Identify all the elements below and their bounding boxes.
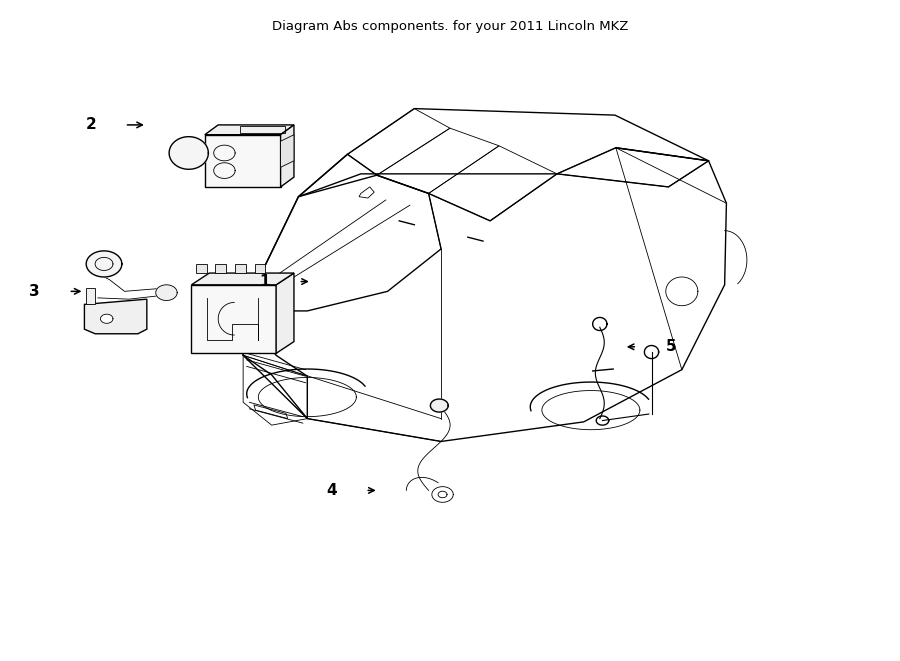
Text: 1: 1 [259, 274, 270, 289]
Polygon shape [215, 264, 226, 273]
Polygon shape [281, 125, 294, 187]
Polygon shape [101, 314, 113, 323]
Polygon shape [86, 288, 95, 305]
Polygon shape [255, 264, 266, 273]
Polygon shape [169, 137, 209, 169]
Polygon shape [192, 273, 294, 285]
Polygon shape [430, 399, 448, 412]
Polygon shape [235, 264, 246, 273]
Polygon shape [205, 125, 294, 135]
Polygon shape [276, 273, 294, 354]
Text: 5: 5 [666, 339, 677, 354]
Text: 3: 3 [29, 284, 40, 299]
Polygon shape [205, 135, 281, 187]
Polygon shape [281, 135, 294, 167]
Text: 2: 2 [86, 118, 96, 132]
Text: 4: 4 [326, 483, 337, 498]
Text: Diagram Abs components. for your 2011 Lincoln MKZ: Diagram Abs components. for your 2011 Li… [272, 20, 628, 34]
Polygon shape [86, 251, 122, 277]
Polygon shape [156, 285, 177, 301]
Polygon shape [192, 285, 276, 354]
Polygon shape [196, 264, 207, 273]
Polygon shape [85, 299, 147, 334]
